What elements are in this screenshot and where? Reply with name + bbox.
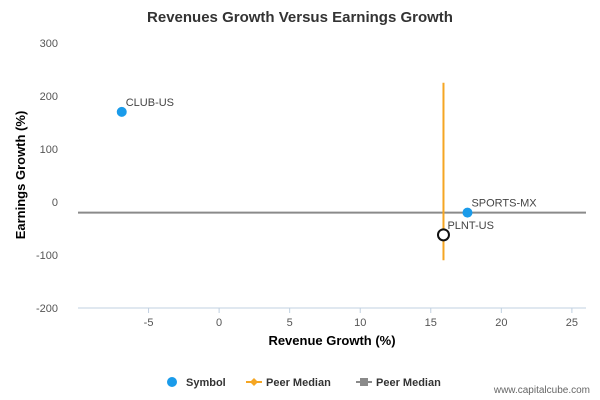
legend-label: Symbol (186, 377, 226, 389)
y-tick-label: -200 (36, 303, 58, 315)
legend-square-marker (360, 378, 368, 386)
x-tick-label: 0 (216, 317, 222, 329)
x-tick-label: 25 (566, 317, 578, 329)
legend-label: Peer Median (376, 377, 441, 389)
point-label: SPORTS-MX (471, 198, 537, 210)
point-label: PLNT-US (447, 220, 493, 232)
y-tick-label: 200 (40, 91, 58, 103)
x-tick-label: 5 (287, 317, 293, 329)
legend-symbol-marker (167, 377, 177, 387)
data-point (116, 106, 127, 117)
x-tick-label: 10 (354, 317, 366, 329)
x-tick-label: 15 (425, 317, 437, 329)
data-point (462, 207, 473, 218)
y-tick-label: 100 (40, 144, 58, 156)
chart-title: Revenues Growth Versus Earnings Growth (147, 9, 453, 26)
x-tick-label: 20 (495, 317, 507, 329)
legend-label: Peer Median (266, 377, 331, 389)
x-axis-title: Revenue Growth (%) (268, 333, 395, 348)
y-tick-label: 0 (52, 197, 58, 209)
legend: Symbol Peer Median Peer Median (167, 377, 441, 389)
y-tick-label: 300 (40, 38, 58, 50)
y-tick-label: -100 (36, 250, 58, 262)
y-axis-title: Earnings Growth (%) (13, 111, 28, 240)
data-point (436, 228, 450, 242)
plot-area: -5 0 5 10 15 20 25 -200 -100 0 100 200 300 CLUB-US SPO… (36, 38, 586, 329)
legend-diamond-marker (250, 378, 258, 386)
credit-text: www.capitalcube.com (493, 385, 590, 396)
point-label: CLUB-US (126, 97, 174, 109)
x-tick-label: -5 (144, 317, 154, 329)
